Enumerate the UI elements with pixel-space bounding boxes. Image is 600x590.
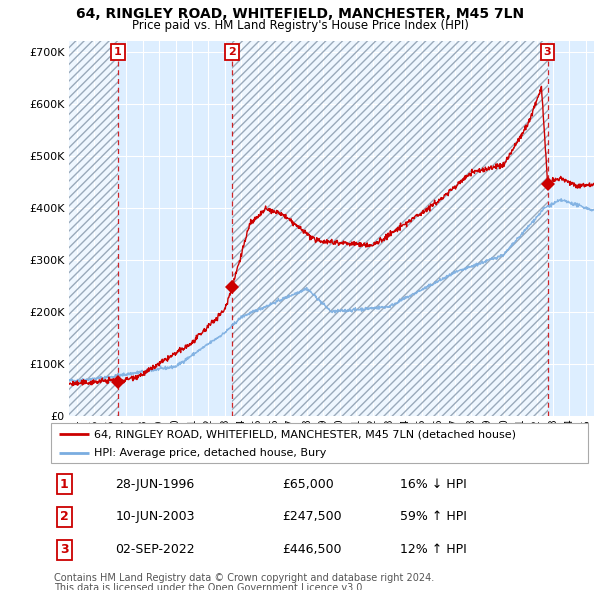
FancyBboxPatch shape <box>51 423 588 463</box>
Text: £65,000: £65,000 <box>282 478 334 491</box>
Text: HPI: Average price, detached house, Bury: HPI: Average price, detached house, Bury <box>94 448 326 458</box>
Text: 2: 2 <box>228 47 236 57</box>
Text: 10-JUN-2003: 10-JUN-2003 <box>115 510 195 523</box>
Text: £247,500: £247,500 <box>282 510 341 523</box>
Text: 3: 3 <box>60 543 69 556</box>
Text: 1: 1 <box>114 47 122 57</box>
Text: 1: 1 <box>60 478 69 491</box>
Text: 64, RINGLEY ROAD, WHITEFIELD, MANCHESTER, M45 7LN (detached house): 64, RINGLEY ROAD, WHITEFIELD, MANCHESTER… <box>94 430 516 440</box>
Text: 64, RINGLEY ROAD, WHITEFIELD, MANCHESTER, M45 7LN: 64, RINGLEY ROAD, WHITEFIELD, MANCHESTER… <box>76 7 524 21</box>
Text: 28-JUN-1996: 28-JUN-1996 <box>115 478 194 491</box>
Text: 59% ↑ HPI: 59% ↑ HPI <box>400 510 467 523</box>
Text: 3: 3 <box>544 47 551 57</box>
Text: Price paid vs. HM Land Registry's House Price Index (HPI): Price paid vs. HM Land Registry's House … <box>131 19 469 32</box>
Text: 16% ↓ HPI: 16% ↓ HPI <box>400 478 467 491</box>
Text: 02-SEP-2022: 02-SEP-2022 <box>115 543 195 556</box>
Text: This data is licensed under the Open Government Licence v3.0.: This data is licensed under the Open Gov… <box>54 583 365 590</box>
Text: 12% ↑ HPI: 12% ↑ HPI <box>400 543 467 556</box>
Text: Contains HM Land Registry data © Crown copyright and database right 2024.: Contains HM Land Registry data © Crown c… <box>54 573 434 584</box>
Text: £446,500: £446,500 <box>282 543 341 556</box>
Text: 2: 2 <box>60 510 69 523</box>
